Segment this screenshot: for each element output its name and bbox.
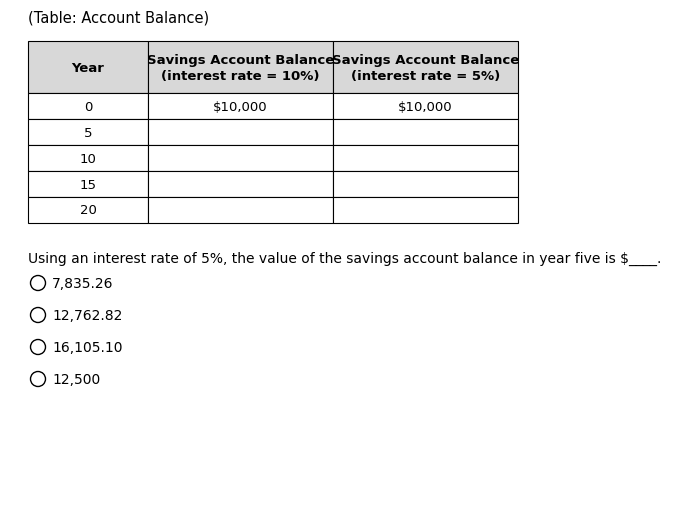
Text: 16,105.10: 16,105.10 bbox=[52, 340, 122, 355]
Bar bbox=[333, 120, 518, 146]
Text: Savings Account Balance
(interest rate = 10%): Savings Account Balance (interest rate =… bbox=[147, 54, 334, 82]
Bar bbox=[148, 42, 333, 94]
Bar bbox=[28, 94, 148, 120]
Text: $10,000: $10,000 bbox=[214, 100, 268, 113]
Text: Year: Year bbox=[71, 62, 104, 74]
Text: 15: 15 bbox=[80, 178, 97, 191]
Bar bbox=[333, 172, 518, 197]
Bar bbox=[148, 146, 333, 172]
Text: $10,000: $10,000 bbox=[398, 100, 453, 113]
Text: Savings Account Balance
(interest rate = 5%): Savings Account Balance (interest rate =… bbox=[332, 54, 519, 82]
Bar bbox=[148, 172, 333, 197]
Bar bbox=[28, 120, 148, 146]
Bar bbox=[28, 172, 148, 197]
Text: 12,762.82: 12,762.82 bbox=[52, 309, 122, 322]
Text: 10: 10 bbox=[80, 152, 97, 165]
Text: 7,835.26: 7,835.26 bbox=[52, 276, 113, 290]
Bar bbox=[333, 42, 518, 94]
Bar bbox=[333, 94, 518, 120]
Text: 5: 5 bbox=[84, 126, 92, 139]
Text: 0: 0 bbox=[84, 100, 92, 113]
Bar bbox=[28, 197, 148, 224]
Bar bbox=[28, 42, 148, 94]
Text: 12,500: 12,500 bbox=[52, 372, 100, 386]
Bar bbox=[148, 94, 333, 120]
Text: Using an interest rate of 5%, the value of the savings account balance in year f: Using an interest rate of 5%, the value … bbox=[28, 251, 661, 266]
Bar bbox=[28, 146, 148, 172]
Bar bbox=[333, 146, 518, 172]
Bar bbox=[333, 197, 518, 224]
Text: 20: 20 bbox=[80, 204, 97, 217]
Text: (Table: Account Balance): (Table: Account Balance) bbox=[28, 11, 209, 25]
Bar bbox=[148, 120, 333, 146]
Bar bbox=[148, 197, 333, 224]
